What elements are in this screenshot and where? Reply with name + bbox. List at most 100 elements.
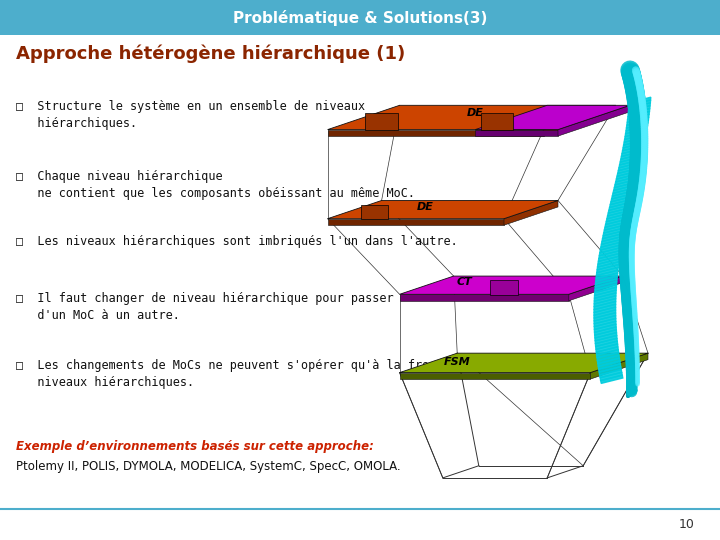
Polygon shape <box>629 103 650 111</box>
Polygon shape <box>599 367 621 375</box>
Polygon shape <box>613 183 636 191</box>
Polygon shape <box>618 163 641 171</box>
Polygon shape <box>616 171 639 179</box>
Polygon shape <box>601 236 624 245</box>
Polygon shape <box>626 120 649 128</box>
Bar <box>481 113 513 130</box>
Polygon shape <box>544 105 616 136</box>
Polygon shape <box>598 361 621 369</box>
Text: Ptolemy II, POLIS, DYMOLA, MODELICA, SystemC, SpecC, OMOLA.: Ptolemy II, POLIS, DYMOLA, MODELICA, Sys… <box>16 460 400 473</box>
Polygon shape <box>558 105 630 136</box>
Polygon shape <box>590 353 648 379</box>
Polygon shape <box>603 231 625 239</box>
Polygon shape <box>613 185 635 193</box>
Polygon shape <box>628 106 650 114</box>
Polygon shape <box>328 219 504 225</box>
Polygon shape <box>629 97 651 105</box>
Polygon shape <box>615 177 637 185</box>
Polygon shape <box>504 200 558 225</box>
Text: □  Les niveaux hiérarchiques sont imbriqués l'un dans l'autre.: □ Les niveaux hiérarchiques sont imbriqu… <box>16 235 458 248</box>
Polygon shape <box>621 151 643 159</box>
Polygon shape <box>627 117 649 125</box>
Polygon shape <box>594 319 616 327</box>
Polygon shape <box>625 129 647 137</box>
Polygon shape <box>624 137 646 145</box>
Polygon shape <box>597 349 618 358</box>
Polygon shape <box>595 273 618 281</box>
Polygon shape <box>608 205 631 213</box>
Polygon shape <box>602 233 624 241</box>
Polygon shape <box>604 222 626 230</box>
Polygon shape <box>614 179 636 188</box>
Polygon shape <box>621 148 644 157</box>
Polygon shape <box>628 111 649 120</box>
Polygon shape <box>599 364 621 372</box>
Polygon shape <box>600 369 622 377</box>
Polygon shape <box>622 145 644 154</box>
Text: □  Il faut changer de niveau hiérarchique pour passer
   d'un MoC à un autre.: □ Il faut changer de niveau hiérarchique… <box>16 292 393 322</box>
Polygon shape <box>595 341 618 349</box>
Polygon shape <box>600 372 622 381</box>
Polygon shape <box>328 200 558 219</box>
Polygon shape <box>603 228 625 236</box>
Polygon shape <box>596 270 618 279</box>
Polygon shape <box>475 130 558 136</box>
Polygon shape <box>611 194 633 202</box>
Bar <box>0 0 720 35</box>
Polygon shape <box>628 109 649 117</box>
Polygon shape <box>596 344 618 352</box>
Polygon shape <box>620 154 642 162</box>
Polygon shape <box>627 114 649 123</box>
Polygon shape <box>598 259 619 267</box>
Text: DE: DE <box>467 109 484 118</box>
Polygon shape <box>594 315 616 324</box>
Polygon shape <box>569 276 623 301</box>
Text: 10: 10 <box>679 518 695 531</box>
Polygon shape <box>609 202 631 211</box>
Polygon shape <box>618 165 640 173</box>
Text: □  Les changements de MoCs ne peuvent s'opérer qu'à la frontière des
   niveaux : □ Les changements de MoCs ne peuvent s'o… <box>16 359 500 389</box>
Polygon shape <box>475 105 630 130</box>
Polygon shape <box>597 262 619 270</box>
Polygon shape <box>610 199 632 207</box>
Polygon shape <box>595 324 616 332</box>
Text: □  Chaque niveau hiérarchique
   ne contient que les composants obéissant au mêm: □ Chaque niveau hiérarchique ne contient… <box>16 170 415 200</box>
Polygon shape <box>598 355 619 363</box>
Text: CT: CT <box>456 278 472 287</box>
Polygon shape <box>600 242 622 250</box>
Polygon shape <box>400 353 648 373</box>
Polygon shape <box>616 174 638 182</box>
Polygon shape <box>626 123 648 131</box>
Polygon shape <box>595 327 616 335</box>
Polygon shape <box>328 130 544 136</box>
Polygon shape <box>599 251 621 259</box>
Bar <box>361 205 388 219</box>
Text: □  Structure le système en un ensemble de niveaux
   hiérarchiques.: □ Structure le système en un ensemble de… <box>16 100 365 130</box>
Polygon shape <box>598 358 620 366</box>
Polygon shape <box>596 347 618 355</box>
Polygon shape <box>400 373 590 379</box>
Polygon shape <box>594 301 616 309</box>
Polygon shape <box>606 213 629 222</box>
Polygon shape <box>607 211 629 219</box>
Polygon shape <box>595 333 617 341</box>
Polygon shape <box>595 287 616 295</box>
Polygon shape <box>611 197 632 205</box>
Polygon shape <box>597 353 619 361</box>
Polygon shape <box>619 157 642 165</box>
Polygon shape <box>595 335 617 343</box>
Polygon shape <box>400 276 623 294</box>
Text: Exemple d’environnements basés sur cette approche:: Exemple d’environnements basés sur cette… <box>16 440 374 453</box>
Polygon shape <box>600 239 623 247</box>
Polygon shape <box>595 285 616 293</box>
Polygon shape <box>595 330 616 338</box>
Polygon shape <box>594 296 616 304</box>
Polygon shape <box>625 131 647 139</box>
Polygon shape <box>624 134 647 143</box>
Polygon shape <box>600 245 622 253</box>
Polygon shape <box>605 219 627 227</box>
Polygon shape <box>595 290 616 298</box>
Polygon shape <box>600 375 623 383</box>
Polygon shape <box>594 310 616 318</box>
Polygon shape <box>598 256 620 264</box>
